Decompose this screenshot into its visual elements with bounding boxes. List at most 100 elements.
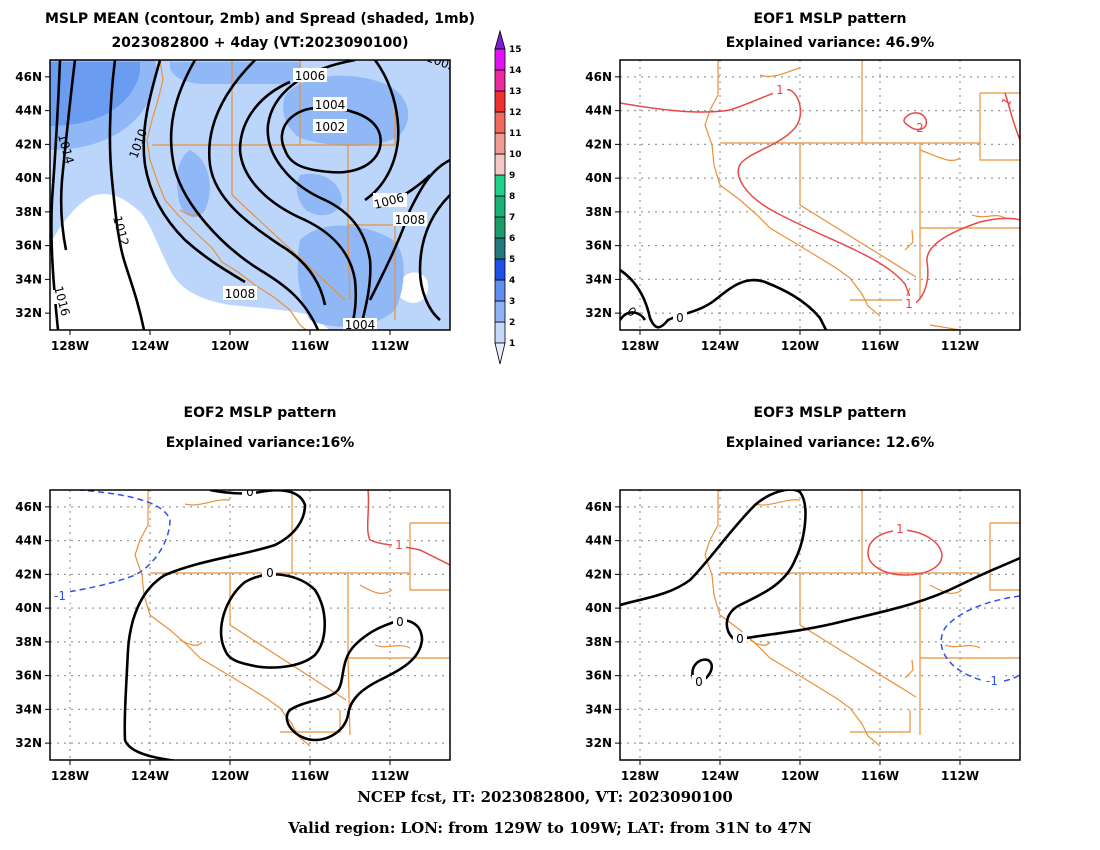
- eof3-borders: [704, 490, 1020, 747]
- mean-x-tick-label: 128W: [51, 339, 89, 353]
- eof2-y-tick-label: 46N: [15, 500, 42, 514]
- eof2-label-bg: [50, 589, 70, 603]
- mean-label-bg: [343, 318, 377, 330]
- eof3-contour-label: 0: [695, 675, 703, 689]
- eof1-y-tick-label: 38N: [585, 205, 612, 219]
- eof2-label-bg: [393, 615, 407, 629]
- eof1-y-tick-label: 36N: [585, 239, 612, 253]
- eof1-label-bg: [902, 296, 916, 310]
- colorbar-level-label: 14: [509, 66, 522, 76]
- eof3-subtitle: Explained variance: 12.6%: [726, 435, 935, 451]
- eof3-label-bg: [982, 674, 1002, 688]
- eof3-contour-label: -1: [986, 674, 998, 688]
- eof3-y-tick-label: 46N: [585, 500, 612, 514]
- eof2-label-bg: [392, 538, 406, 552]
- eof3-x-tick-label: 120W: [781, 769, 819, 783]
- eof1-y-tick-label: 44N: [585, 104, 612, 118]
- colorbar-level-label: 3: [509, 297, 515, 307]
- colorbar-level-label: 15: [509, 45, 522, 55]
- eof3-axes: 128W 124W 120W 116W 112W 32N 34N 36N 38N 40N 42N 44…: [585, 500, 979, 783]
- eof2-title: EOF2 MSLP pattern: [184, 405, 337, 421]
- eof1-title: EOF1 MSLP pattern: [754, 11, 907, 27]
- eof3-y-tick-label: 42N: [585, 567, 612, 581]
- mean-y-tick-label: 34N: [15, 272, 42, 286]
- colorbar-level-label: 11: [509, 129, 522, 139]
- eof3-title: EOF3 MSLP pattern: [754, 405, 907, 421]
- colorbar-swatch: [494, 195, 506, 218]
- footer-forecast-info: NCEP fcst, IT: 2023082800, VT: 202309010…: [357, 788, 733, 806]
- eof2-contour-label: 0: [266, 566, 274, 580]
- eof3-y-tick-label: 44N: [585, 534, 612, 548]
- mean-label-bg: [50, 290, 62, 304]
- mean-contour-label: 1002: [315, 120, 346, 134]
- eof2-y-tick-label: 38N: [15, 635, 42, 649]
- mean-title: MSLP MEAN (contour, 2mb) and Spread (sha…: [45, 11, 475, 27]
- eof1-grid: [620, 60, 1020, 330]
- mean-axes: 128W 124W 120W 116W 112W 32N 34N 36N 38N 40N 42N 44…: [15, 70, 409, 353]
- eof2-contour-label: 1: [395, 538, 403, 552]
- colorbar-top-arrow: [494, 29, 506, 50]
- eof1-contour-label: 1: [776, 83, 784, 97]
- eof2-contour-label: -1: [54, 589, 66, 603]
- eof1-y-tick-label: 40N: [585, 171, 612, 185]
- mean-y-tick-label: 40N: [15, 171, 42, 185]
- mean-y-tick-label: 38N: [15, 205, 42, 219]
- eof1-contours: [620, 89, 1020, 330]
- eof3-y-tick-label: 34N: [585, 702, 612, 716]
- eof3-label-bg: [692, 675, 706, 689]
- eof3-x-tick-label: 112W: [941, 769, 979, 783]
- panel-eof1: EOF1 MSLP pattern Explained variance: 46…: [585, 11, 1021, 353]
- eof1-borders: [704, 60, 1020, 330]
- eof3-contour-labels: 1 0 0 -1: [692, 522, 1002, 689]
- eof2-y-tick-label: 42N: [15, 567, 42, 581]
- eof1-contour-label: 1: [905, 297, 913, 311]
- mean-label-bg: [373, 193, 407, 207]
- colorbar-swatch: [494, 321, 506, 344]
- eof1-x-tick-label: 124W: [701, 339, 739, 353]
- colorbar-level-label: 2: [509, 318, 515, 328]
- colorbar-swatch: [494, 111, 506, 134]
- panel-eof2: EOF2 MSLP pattern Explained variance:16%: [15, 405, 451, 783]
- eof3-label-bg: [733, 632, 747, 646]
- mean-x-tick-label: 112W: [371, 339, 409, 353]
- eof1-frame: [619, 59, 1021, 331]
- mean-contour-label: 1008: [225, 287, 256, 301]
- eof2-label-bg: [242, 490, 256, 498]
- eof3-x-tick-label: 124W: [701, 769, 739, 783]
- eof1-y-tick-label: 46N: [585, 70, 612, 84]
- eof1-contour-label: 2: [916, 121, 924, 135]
- mean-spread-level2-e: [176, 150, 210, 218]
- colorbar-level-label: 4: [509, 276, 515, 286]
- eof2-x-tick-label: 124W: [131, 769, 169, 783]
- eof3-y-tick-label: 40N: [585, 601, 612, 615]
- colorbar-swatch: [494, 69, 506, 92]
- eof3-contour-label: 1: [896, 522, 904, 536]
- panel-mean: MSLP MEAN (contour, 2mb) and Spread (sha…: [15, 11, 475, 353]
- eof2-contour-label: 0: [396, 615, 404, 629]
- footer-valid-region: Valid region: LON: from 129W to 109W; LA…: [287, 819, 812, 837]
- mean-label-bg: [293, 68, 327, 82]
- mean-label-bg: [313, 119, 347, 133]
- mean-label-bg: [223, 286, 257, 300]
- mean-x-tick-label: 124W: [131, 339, 169, 353]
- eof3-label-bg: [893, 522, 907, 536]
- eof2-y-tick-label: 36N: [15, 669, 42, 683]
- eof2-y-tick-label: 44N: [15, 534, 42, 548]
- eof1-plot-area: [620, 60, 1020, 330]
- eof1-contour-label: 0: [676, 311, 684, 325]
- eof2-contour-labels: 0 0 0 -1 1: [50, 490, 407, 629]
- eof2-x-tick-label: 120W: [211, 769, 249, 783]
- eof2-subtitle: Explained variance:16%: [166, 435, 355, 451]
- colorbar-level-label: 6: [509, 234, 515, 244]
- mean-spread-level2-b: [169, 62, 302, 84]
- colorbar-level-label: 8: [509, 192, 515, 202]
- eof3-x-tick-label: 128W: [621, 769, 659, 783]
- mean-isobars: [50, 60, 450, 330]
- eof2-x-tick-label: 128W: [51, 769, 89, 783]
- mean-contour-label: 1004: [315, 98, 346, 112]
- eof3-x-tick-label: 116W: [861, 769, 899, 783]
- colorbar-level-label: 5: [509, 255, 515, 265]
- mean-subtitle: 2023082800 + 4day (VT:2023090100): [111, 35, 408, 51]
- eof1-label-bg: [773, 82, 787, 96]
